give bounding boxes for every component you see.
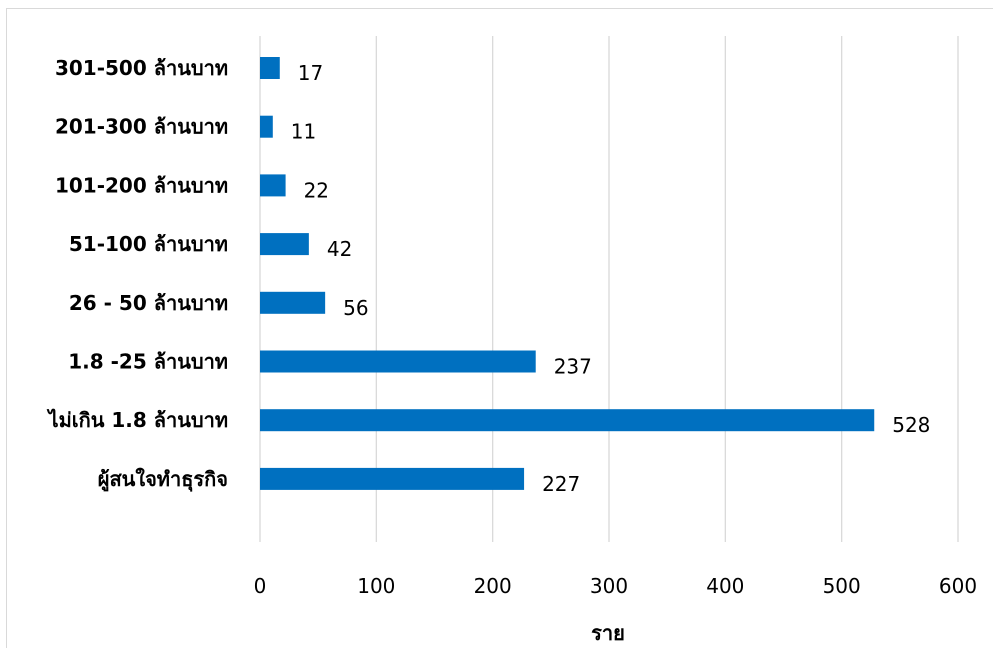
- category-label: ไม่เกิน 1.8 ล้านบาท: [47, 408, 228, 432]
- data-label: 528: [892, 413, 930, 437]
- category-label: 26 - 50 ล้านบาท: [69, 291, 228, 315]
- x-tick-labels: 0 100 200 300 400 500 600: [254, 574, 977, 598]
- category-label: 301-500 ล้านบาท: [55, 56, 228, 80]
- category-label: 101-200 ล้านบาท: [55, 173, 228, 197]
- bar: [260, 233, 309, 256]
- x-tick-label: 600: [939, 574, 977, 598]
- x-tick-label: 0: [254, 574, 267, 598]
- x-tick-label: 200: [474, 574, 512, 598]
- data-label: 227: [542, 472, 580, 496]
- category-labels: 301-500 ล้านบาท 201-300 ล้านบาท 101-200 ล้…: [47, 56, 228, 493]
- bar: [260, 467, 525, 490]
- bar: [260, 291, 326, 314]
- data-label: 22: [304, 178, 329, 202]
- bar: [260, 409, 875, 432]
- data-label: 42: [327, 237, 352, 261]
- x-tick-label: 400: [706, 574, 744, 598]
- x-tick-label: 500: [823, 574, 861, 598]
- category-label: 1.8 -25 ล้านบาท: [68, 350, 228, 374]
- category-label: 51-100 ล้านบาท: [69, 232, 228, 256]
- x-tick-label: 100: [357, 574, 395, 598]
- category-label: ผู้สนใจทำธุรกิจ: [98, 467, 228, 493]
- data-label: 11: [291, 120, 316, 144]
- x-tick-label: 300: [590, 574, 628, 598]
- bars: [260, 57, 875, 490]
- bar: [260, 174, 286, 197]
- data-label: 237: [554, 355, 592, 379]
- chart-frame: [6, 8, 993, 648]
- data-label: 56: [343, 296, 368, 320]
- category-label: 201-300 ล้านบาท: [55, 115, 228, 139]
- value-labels: 17 11 22 42 56 237 528 227: [291, 61, 931, 496]
- x-axis-title: ราย: [591, 621, 625, 645]
- bar: [260, 57, 280, 79]
- data-label: 17: [298, 61, 323, 85]
- gridlines: [259, 36, 959, 542]
- bar: [260, 350, 536, 373]
- bar: [260, 115, 273, 138]
